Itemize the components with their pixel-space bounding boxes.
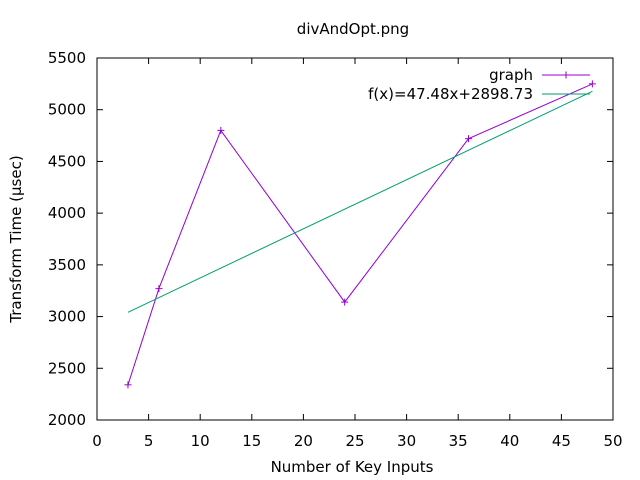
data-point [465, 135, 473, 143]
x-tick-label: 5 [144, 432, 154, 450]
data-point [588, 80, 596, 88]
x-tick-label: 25 [345, 432, 364, 450]
chart-title: divAndOpt.png [297, 20, 409, 38]
y-tick-label: 4500 [48, 152, 86, 170]
x-axis-label: Number of Key Inputs [271, 458, 434, 476]
y-axis-label: Transform Time (µsec) [7, 155, 25, 323]
series-line-0 [127, 83, 593, 385]
series-layer [124, 80, 596, 389]
x-tick-label: 15 [242, 432, 261, 450]
x-tick-label: 10 [191, 432, 210, 450]
y-tick-label: 2500 [48, 359, 86, 377]
axis-ticks: 0 5 10 15 20 25 30 35 40 45 50 2000 2500 3000 3500 4000… [48, 49, 623, 450]
y-tick-label: 5500 [48, 49, 86, 67]
legend-label: graph [489, 66, 533, 84]
x-tick-label: 40 [500, 432, 519, 450]
x-tick-label: 20 [294, 432, 313, 450]
data-point [155, 285, 163, 293]
series-line-1 [127, 90, 593, 313]
x-tick-label: 45 [552, 432, 571, 450]
y-tick-label: 4000 [48, 204, 86, 222]
x-tick-label: 30 [397, 432, 416, 450]
y-tick-label: 3000 [48, 308, 86, 326]
y-tick-label: 2000 [48, 411, 86, 429]
plot-frame [96, 57, 614, 421]
data-point [217, 126, 225, 134]
y-tick-label: 5000 [48, 101, 86, 119]
data-point [341, 298, 349, 306]
y-tick-label: 3500 [48, 256, 86, 274]
x-tick-label: 0 [92, 432, 102, 450]
x-tick-label: 35 [449, 432, 468, 450]
legend-label: f(x)=47.48x+2898.73 [368, 85, 533, 103]
x-tick-label: 50 [603, 432, 622, 450]
data-point [124, 381, 132, 389]
